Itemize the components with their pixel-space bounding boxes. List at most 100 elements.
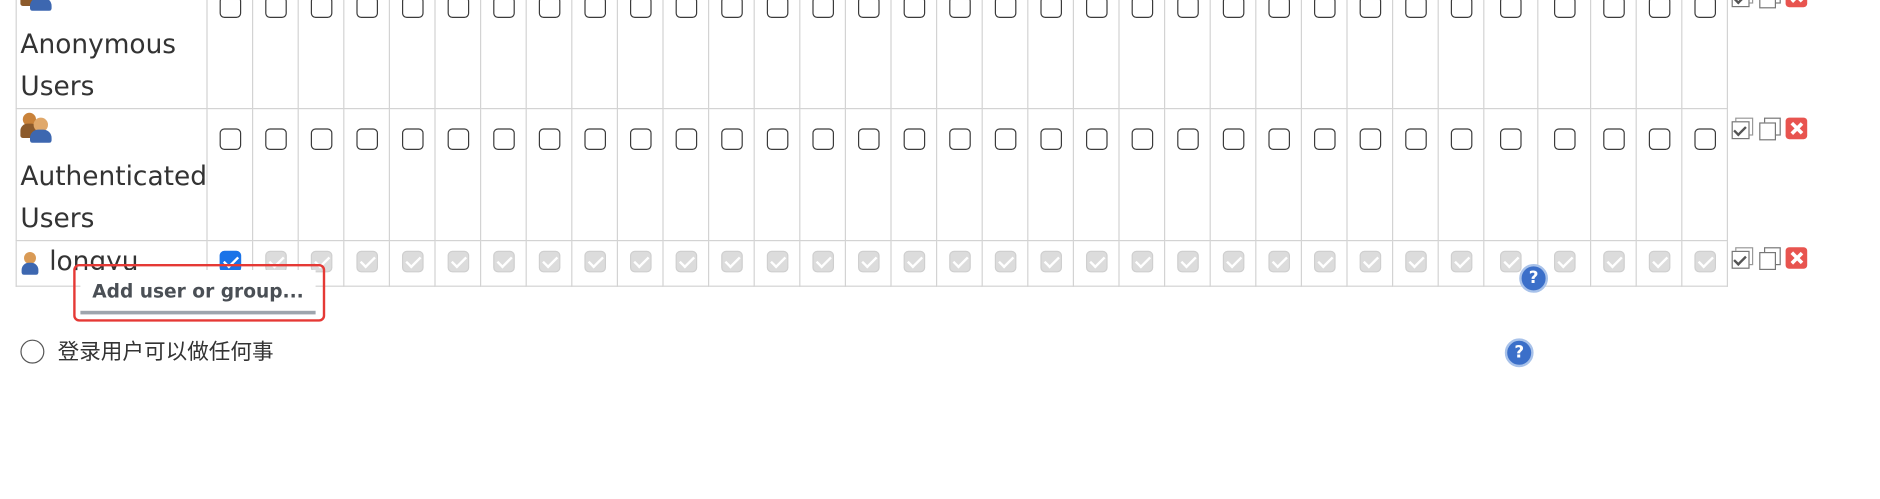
permission-checkbox[interactable] (1603, 0, 1625, 19)
permission-checkbox[interactable] (994, 128, 1017, 150)
permission-checkbox[interactable] (1648, 128, 1671, 150)
select-all-icon[interactable] (1729, 116, 1754, 140)
help-icon-2[interactable]: ? (1504, 338, 1534, 368)
permission-checkbox[interactable] (265, 128, 287, 150)
permission-checkbox[interactable] (1222, 128, 1245, 150)
permission-checkbox[interactable] (1450, 0, 1473, 19)
permission-checkbox[interactable] (1694, 0, 1716, 19)
permission-checkbox[interactable] (1040, 0, 1062, 19)
permission-checkbox[interactable] (949, 128, 971, 150)
permission-checkbox (721, 250, 743, 273)
permission-checkbox (1603, 250, 1625, 273)
permission-checkbox[interactable] (1500, 0, 1523, 19)
permission-checkbox[interactable] (1177, 0, 1199, 19)
permission-cell (1027, 240, 1075, 287)
permission-checkbox[interactable] (1177, 128, 1199, 150)
permission-checkbox[interactable] (401, 0, 424, 19)
permission-checkbox[interactable] (1500, 128, 1523, 150)
permission-checkbox[interactable] (584, 128, 606, 150)
permission-checkbox[interactable] (1359, 0, 1382, 19)
permission-cell (434, 0, 482, 110)
permission-checkbox[interactable] (1313, 0, 1336, 19)
permission-checkbox[interactable] (857, 0, 880, 19)
permission-checkbox[interactable] (629, 128, 652, 150)
permission-checkbox[interactable] (1313, 128, 1336, 150)
permission-checkbox[interactable] (538, 128, 561, 150)
delete-icon[interactable] (1786, 117, 1808, 139)
permission-cell (343, 108, 391, 242)
permission-checkbox[interactable] (1553, 128, 1576, 150)
permission-checkbox[interactable] (629, 0, 652, 19)
permission-cell (662, 108, 710, 242)
permission-checkbox[interactable] (1085, 128, 1108, 150)
permission-checkbox[interactable] (903, 128, 926, 150)
copy-icon[interactable] (1757, 116, 1782, 140)
permission-checkbox[interactable] (721, 128, 743, 150)
user-icon (20, 251, 39, 275)
permission-checkbox[interactable] (903, 0, 926, 19)
permission-checkbox[interactable] (219, 0, 242, 19)
permission-cell (890, 240, 938, 287)
permission-checkbox[interactable] (1268, 128, 1290, 150)
permission-checkbox[interactable] (766, 0, 789, 19)
permission-checkbox[interactable] (1131, 128, 1154, 150)
permission-checkbox[interactable] (949, 0, 971, 19)
permission-checkbox[interactable] (1405, 0, 1427, 19)
permission-checkbox (994, 250, 1017, 273)
permission-checkbox[interactable] (1553, 0, 1576, 19)
permission-checkbox[interactable] (1268, 0, 1290, 19)
permission-checkbox[interactable] (401, 128, 424, 150)
help-icon[interactable]: ? (1519, 264, 1549, 293)
permission-checkbox[interactable] (721, 0, 743, 19)
permission-checkbox[interactable] (1694, 128, 1716, 150)
permission-checkbox[interactable] (675, 0, 698, 19)
permission-cell (1073, 0, 1121, 110)
permission-checkbox[interactable] (812, 128, 834, 150)
permission-checkbox[interactable] (1603, 128, 1625, 150)
permission-checkbox[interactable] (584, 0, 606, 19)
copy-icon[interactable] (1757, 245, 1782, 270)
select-all-icon[interactable] (1729, 0, 1754, 8)
permission-checkbox[interactable] (1405, 128, 1427, 150)
row-actions (1728, 241, 1808, 287)
permission-cell (982, 108, 1029, 242)
permission-checkbox[interactable] (1450, 128, 1473, 150)
permission-checkbox[interactable] (356, 0, 378, 19)
permission-checkbox[interactable] (447, 128, 470, 150)
permission-checkbox[interactable] (310, 0, 333, 19)
permission-checkbox[interactable] (1085, 0, 1108, 19)
permission-checkbox[interactable] (1040, 128, 1062, 150)
permission-checkbox[interactable] (493, 0, 515, 19)
permission-checkbox (401, 250, 424, 273)
permission-checkbox[interactable] (1222, 0, 1245, 19)
permission-checkbox[interactable] (219, 128, 242, 150)
permission-cell (1346, 108, 1394, 242)
permission-checkbox[interactable] (812, 0, 834, 19)
permission-checkbox[interactable] (1648, 0, 1671, 19)
permission-checkbox[interactable] (310, 128, 333, 150)
copy-icon[interactable] (1757, 0, 1782, 8)
permission-checkbox[interactable] (857, 128, 880, 150)
permission-checkbox[interactable] (766, 128, 789, 150)
permission-checkbox[interactable] (265, 0, 287, 19)
add-user-or-group-button[interactable]: Add user or group... (80, 270, 316, 315)
permission-checkbox[interactable] (1131, 0, 1154, 19)
permission-cell (799, 240, 847, 287)
permission-checkbox (447, 250, 470, 273)
permission-checkbox[interactable] (675, 128, 698, 150)
permission-checkbox[interactable] (447, 0, 470, 19)
permission-cell (1118, 108, 1166, 242)
permission-checkbox[interactable] (493, 128, 515, 150)
permission-checkbox[interactable] (356, 128, 378, 150)
permission-checkbox[interactable] (994, 0, 1017, 19)
permission-checkbox[interactable] (538, 0, 561, 19)
delete-icon[interactable] (1786, 0, 1808, 7)
select-all-icon[interactable] (1729, 245, 1754, 269)
permission-cell (754, 240, 801, 287)
delete-icon[interactable] (1786, 246, 1808, 269)
permission-cell (1118, 0, 1166, 110)
permission-checkbox[interactable] (1359, 128, 1382, 150)
permission-cell (298, 108, 345, 242)
permission-cell (526, 240, 573, 287)
option-radio[interactable] (20, 339, 45, 364)
